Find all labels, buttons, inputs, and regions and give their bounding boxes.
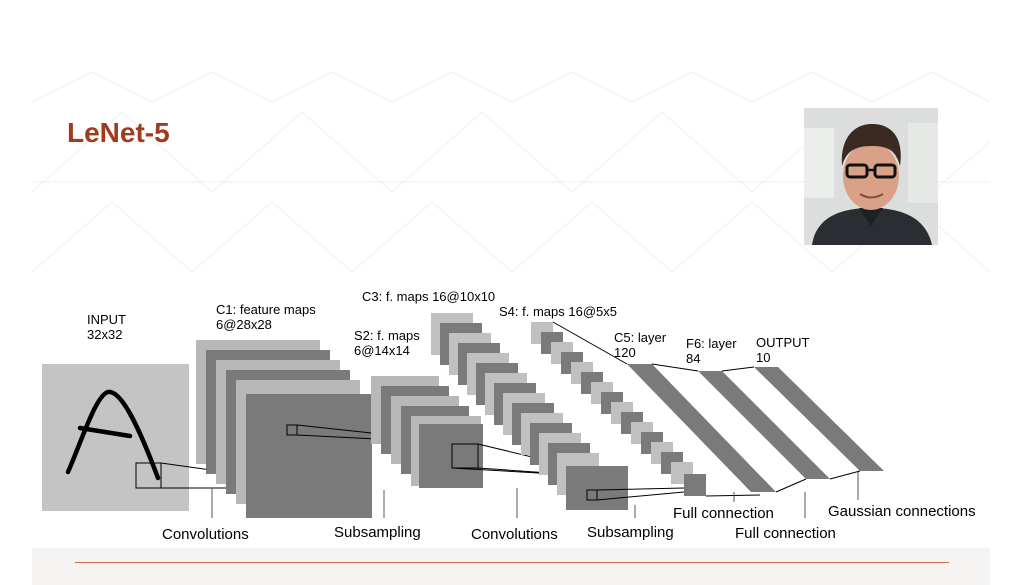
s4-label: S4: f. maps 16@5x5 — [499, 304, 617, 319]
input-label: INPUT — [87, 312, 126, 327]
s2-size-label: 6@14x14 — [354, 343, 410, 358]
c5-size-label: 120 — [614, 345, 636, 360]
caption-convolutions-2: Convolutions — [471, 526, 558, 543]
s4-feature-maps — [531, 322, 706, 496]
f6-label: F6: layer — [686, 336, 737, 351]
c5-layer — [627, 364, 776, 492]
s2-label: S2: f. maps — [354, 328, 420, 343]
input-size-label: 32x32 — [87, 327, 122, 342]
output-size-label: 10 — [756, 350, 770, 365]
footer-divider — [75, 562, 949, 563]
caption-full-connection-1: Full connection — [673, 505, 774, 522]
c3-feature-maps — [431, 313, 628, 510]
c1-feature-maps — [196, 340, 372, 518]
caption-convolutions-1: Convolutions — [162, 526, 249, 543]
input-image — [42, 364, 189, 511]
c5-label: C5: layer — [614, 330, 667, 345]
s2-feature-maps — [371, 376, 483, 488]
f6-layer — [698, 371, 830, 479]
output-layer — [754, 367, 884, 471]
output-label: OUTPUT — [756, 335, 810, 350]
portrait-photo — [804, 108, 938, 245]
slide-title: LeNet-5 — [67, 117, 170, 148]
lenet5-architecture-diagram: INPUT 32x32 C1: feature maps 6@28x28 C3:… — [42, 289, 976, 543]
footer-band — [32, 548, 990, 585]
c1-label: C1: feature maps — [216, 302, 316, 317]
c3-label: C3: f. maps 16@10x10 — [362, 289, 495, 304]
f6-size-label: 84 — [686, 351, 700, 366]
c1-size-label: 6@28x28 — [216, 317, 272, 332]
caption-subsampling-2: Subsampling — [587, 524, 674, 541]
input-letter-a — [65, 389, 161, 481]
caption-full-connection-2: Full connection — [735, 525, 836, 542]
caption-gaussian-connections: Gaussian connections — [828, 503, 976, 520]
caption-subsampling-1: Subsampling — [334, 524, 421, 541]
